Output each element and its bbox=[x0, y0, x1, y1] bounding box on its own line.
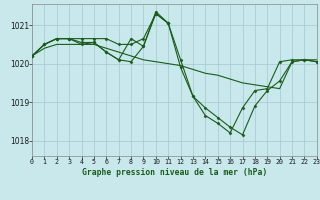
X-axis label: Graphe pression niveau de la mer (hPa): Graphe pression niveau de la mer (hPa) bbox=[82, 168, 267, 177]
